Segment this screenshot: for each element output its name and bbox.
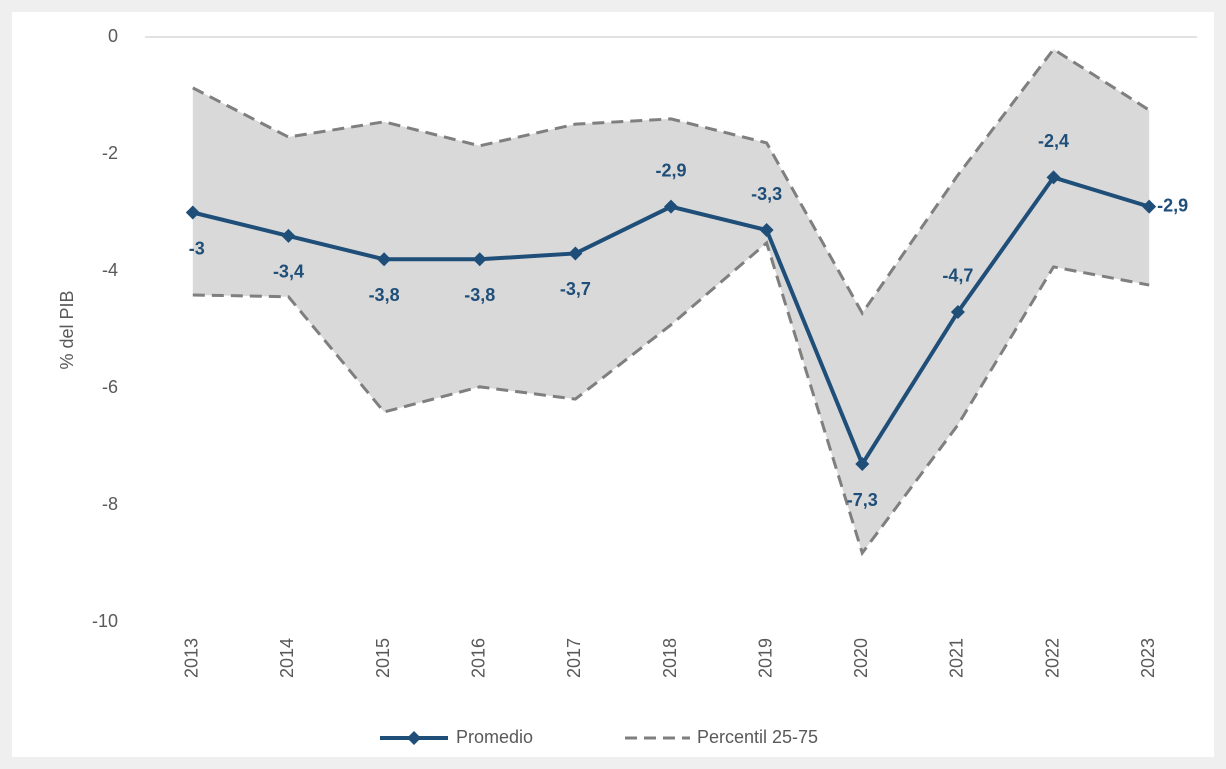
x-tick-label: 2016 [468,638,488,678]
legend-marker [407,731,421,745]
data-label: -7,3 [847,490,878,510]
legend-label: Percentil 25-75 [697,727,818,747]
y-tick-label: -6 [102,377,118,397]
marker [472,252,487,267]
x-tick-label: 2019 [755,638,775,678]
legend-label: Promedio [456,727,533,747]
marker [759,223,774,238]
data-label: -3,8 [369,285,400,305]
x-tick-label: 2014 [277,638,297,678]
x-tick-label: 2015 [373,638,393,678]
data-label: -3,7 [560,279,591,299]
x-tick-label: 2020 [851,638,871,678]
x-tick-label: 2021 [947,638,967,678]
y-tick-label: -4 [102,260,118,280]
marker [568,246,583,261]
y-tick-label: -10 [92,611,118,631]
y-tick-label: -8 [102,494,118,514]
data-label: -3,8 [464,285,495,305]
percentile-band [192,49,1150,553]
data-label: -2,9 [1157,195,1188,215]
x-tick-label: 2018 [660,638,680,678]
x-tick-label: 2022 [1042,638,1062,678]
data-label: -3,4 [273,262,304,282]
marker [1142,199,1157,214]
y-tick-label: -2 [102,143,118,163]
percentile-line-high [192,47,1150,316]
marker [185,205,200,220]
data-label: -2,4 [1038,131,1069,151]
marker [1046,170,1061,185]
data-label: -3 [189,238,205,258]
marker [664,199,678,214]
data-label: -3,3 [751,184,782,204]
y-tick-label: 0 [108,26,118,46]
x-tick-label: 2013 [182,638,202,678]
marker [855,457,870,472]
y-axis-label: % del PIB [57,290,77,369]
data-label: -2,9 [655,160,686,180]
percentile-line-low [192,240,1150,557]
data-label: -4,7 [942,266,973,286]
marker [377,252,392,267]
x-tick-label: 2017 [564,638,584,678]
marker [281,228,296,243]
x-tick-label: 2023 [1138,638,1158,678]
marker [950,304,965,319]
